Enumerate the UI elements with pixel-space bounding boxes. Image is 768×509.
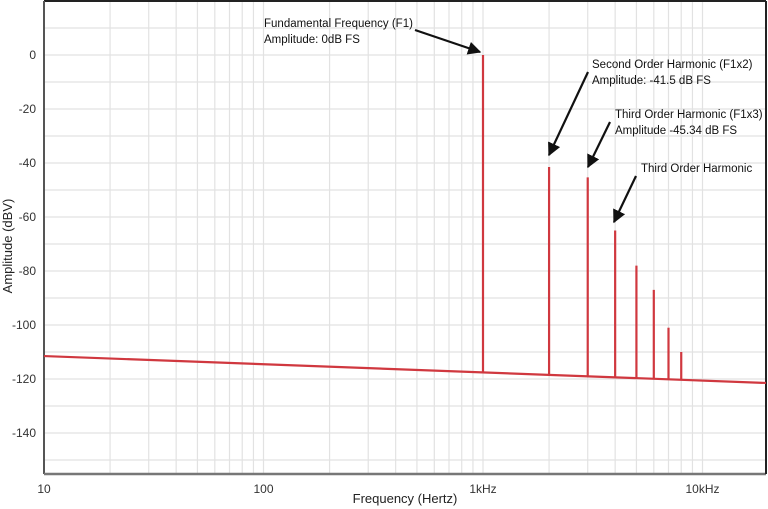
y-tick-label: -140 xyxy=(12,426,36,440)
arrow-icon xyxy=(548,71,589,157)
annotations: Fundamental Frequency (F1) Amplitude: 0dB… xyxy=(264,18,763,224)
annotation-title: Fundamental Frequency (F1) xyxy=(264,18,413,30)
y-tick-label: -60 xyxy=(19,210,37,224)
annotation-title: Second Order Harmonic (F1x2) xyxy=(592,59,753,71)
noise-floor-line xyxy=(43,354,767,385)
arrow-icon xyxy=(613,175,637,224)
series xyxy=(43,55,767,385)
annotation-amplitude: Amplitude -45.34 dB FS xyxy=(615,125,737,137)
x-tick-label: 10kHz xyxy=(685,482,719,496)
arrow-icon xyxy=(414,28,482,55)
y-tick-label: -40 xyxy=(19,156,37,170)
y-tick-label: -100 xyxy=(12,318,36,332)
y-tick-label: -20 xyxy=(19,102,37,116)
annotation-amplitude: Amplitude: 0dB FS xyxy=(264,34,360,46)
x-tick-labels: 10 100 1kHz 10kHz xyxy=(37,482,719,496)
x-axis-title: Frequency (Hertz) xyxy=(353,491,458,506)
arrow-icon xyxy=(587,121,611,169)
y-tick-label: 0 xyxy=(29,48,36,62)
grid xyxy=(44,1,766,474)
annotation-amplitude: Amplitude: -41.5 dB FS xyxy=(592,75,711,87)
y-axis-title: Amplitude (dBV) xyxy=(0,199,15,294)
y-tick-labels: 0 -20 -40 -60 -80 -100 -120 -140 xyxy=(12,48,36,440)
x-tick-label: 1kHz xyxy=(469,482,496,496)
x-tick-label: 10 xyxy=(37,482,51,496)
annotation-title: Third Order Harmonic (F1x3) xyxy=(615,109,763,121)
axes xyxy=(43,0,767,476)
y-tick-label: -80 xyxy=(19,264,37,278)
x-tick-label: 100 xyxy=(253,482,273,496)
annotation-title: Third Order Harmonic xyxy=(641,163,752,175)
y-tick-label: -120 xyxy=(12,372,36,386)
